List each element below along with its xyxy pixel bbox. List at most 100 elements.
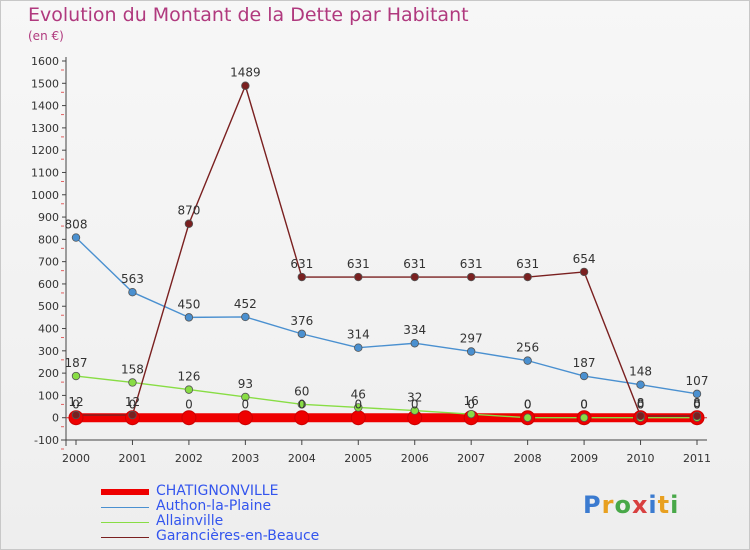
logo-letter: x (631, 491, 649, 519)
data-label: 126 (177, 370, 200, 384)
data-label: 0 (354, 398, 362, 412)
data-point (241, 392, 250, 402)
data-point (523, 272, 532, 282)
data-label: 0 (580, 398, 588, 412)
data-point (297, 329, 307, 339)
data-label: 0 (693, 398, 701, 412)
y-tick-label: 400 (38, 323, 59, 336)
data-label: 0 (72, 398, 80, 412)
x-tick-label: 2002 (175, 452, 203, 465)
data-label: 0 (298, 398, 306, 412)
data-point (350, 410, 366, 426)
data-label: 12 (125, 395, 140, 409)
data-label: 452 (234, 297, 257, 311)
data-label: 631 (460, 257, 483, 271)
data-point (71, 410, 81, 420)
logo-letter: t (657, 491, 671, 519)
legend-label: Garancières-en-Beauce (156, 528, 320, 544)
logo-letter: o (614, 491, 632, 519)
data-point (466, 272, 476, 282)
data-label: 314 (347, 328, 370, 342)
x-tick-label: 2004 (288, 452, 316, 465)
x-tick-label: 2009 (570, 452, 598, 465)
data-label: 0 (580, 398, 588, 412)
series-line (75, 237, 698, 395)
data-label: 256 (516, 341, 539, 355)
logo-letter: i (670, 491, 680, 519)
data-label: 12 (68, 395, 83, 409)
y-tick-label: 300 (38, 345, 59, 358)
data-point (692, 389, 702, 399)
x-tick-label: 2008 (514, 452, 542, 465)
data-label: 0 (637, 398, 645, 412)
data-point (71, 233, 81, 242)
data-point (354, 343, 363, 352)
x-tick-label: 2000 (62, 452, 90, 465)
data-point (410, 272, 419, 282)
logo-letter: P (583, 491, 602, 519)
data-label: 870 (177, 204, 200, 218)
x-tick-label: 2011 (683, 452, 711, 465)
y-tick-label: 1300 (31, 122, 59, 135)
data-point (636, 380, 645, 389)
data-point (466, 347, 476, 356)
data-label: 0 (524, 398, 532, 412)
data-point (523, 413, 532, 422)
data-point (579, 371, 589, 381)
data-label: 0 (467, 398, 475, 412)
y-tick-label: 100 (38, 389, 59, 402)
y-tick-label: 1100 (31, 166, 59, 179)
data-label: 187 (573, 356, 596, 370)
x-tick-label: 2010 (627, 452, 655, 465)
y-tick-label: 1400 (31, 100, 59, 113)
data-point (128, 378, 137, 387)
x-tick-label: 2003 (231, 452, 259, 465)
series-line (75, 375, 697, 419)
data-point (237, 410, 253, 426)
data-label: 297 (460, 331, 483, 345)
y-tick-label: 600 (38, 278, 59, 291)
data-label: 450 (177, 297, 200, 311)
x-tick-label: 2006 (401, 452, 429, 465)
data-point (579, 267, 589, 277)
data-label: 148 (629, 365, 652, 379)
data-label: 0 (129, 398, 137, 412)
data-label: 631 (290, 257, 313, 271)
data-point (297, 400, 307, 409)
data-point (354, 272, 363, 282)
y-tick-label: 900 (38, 211, 59, 224)
data-point (410, 339, 419, 348)
logo-letter: r (601, 491, 615, 519)
data-label: 0 (185, 398, 193, 412)
data-point (297, 272, 307, 282)
data-label: 0 (524, 398, 532, 412)
data-point (466, 409, 476, 419)
data-label: 563 (121, 272, 144, 286)
data-point (71, 371, 81, 381)
y-tick-label: 1200 (31, 144, 59, 157)
data-label: 631 (347, 257, 370, 271)
x-tick-label: 2005 (344, 452, 372, 465)
data-label: 8 (637, 396, 645, 410)
data-point (184, 385, 194, 394)
data-point (241, 81, 250, 90)
data-label: 107 (686, 374, 709, 388)
data-label: 60 (294, 384, 309, 398)
data-point (128, 410, 137, 420)
data-label: 376 (290, 314, 313, 328)
data-point (692, 411, 702, 421)
proxiti-logo: Proxiti (583, 491, 679, 519)
data-label: 0 (242, 398, 250, 412)
data-label: 0 (693, 398, 701, 412)
legend-label: CHATIGNONVILLE (156, 483, 279, 499)
legend-label: Authon-la-Plaine (156, 498, 272, 514)
chart-unit: (en €) (28, 29, 64, 43)
data-point (579, 413, 589, 422)
x-tick-label: 2001 (118, 452, 146, 465)
data-label: 0 (411, 398, 419, 412)
data-point (181, 410, 197, 426)
data-point (523, 356, 532, 365)
data-point (184, 219, 194, 228)
